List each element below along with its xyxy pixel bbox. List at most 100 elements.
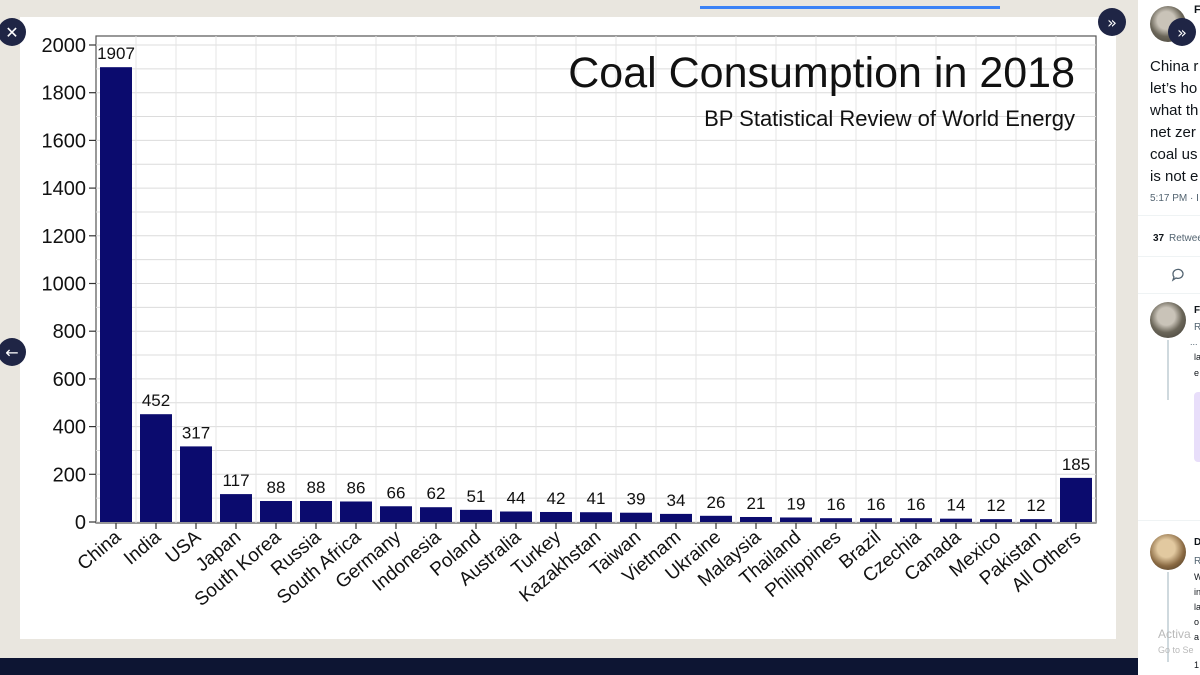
- data-label: 1907: [97, 44, 135, 63]
- y-tick-label: 200: [53, 464, 86, 486]
- bar: [500, 511, 532, 522]
- reply-avatar[interactable]: [1150, 534, 1186, 570]
- bar: [460, 509, 492, 522]
- bar: [260, 501, 292, 522]
- reply-text-line: la: [1194, 352, 1200, 362]
- bar: [100, 67, 132, 523]
- viewer-action-bar: [0, 658, 1138, 675]
- data-label: 317: [182, 423, 210, 442]
- media-card[interactable]: [1194, 392, 1200, 462]
- y-tick-label: 2000: [42, 35, 87, 57]
- bar: [580, 512, 612, 522]
- arrow-left-icon: ←: [5, 342, 19, 362]
- tweet-line: what th: [1150, 102, 1199, 119]
- chart-title: Coal Consumption in 2018: [568, 49, 1075, 97]
- close-icon: ✕: [5, 22, 19, 42]
- y-tick-label: 800: [53, 321, 86, 343]
- reply-text-line: ...: [1190, 337, 1198, 347]
- activation-watermark: Activa: [1158, 627, 1191, 641]
- data-label: 51: [467, 487, 486, 506]
- data-label: 16: [827, 495, 846, 514]
- bar: [900, 518, 932, 522]
- author-name[interactable]: F: [1194, 4, 1200, 16]
- loading-strip: [700, 6, 1000, 9]
- data-label: 42: [547, 489, 566, 508]
- tweet-text: China r let’s ho what th net zer coal us…: [1150, 56, 1198, 188]
- bar: [940, 518, 972, 522]
- bar: [860, 518, 892, 522]
- divider: [1138, 256, 1200, 257]
- close-button[interactable]: ✕: [0, 18, 26, 46]
- data-label: 39: [627, 490, 646, 509]
- bar-layer: [100, 67, 1092, 523]
- y-tick-layer: 0 200 400 600 800 1000 1200 1400 1600 1800 2000: [42, 35, 96, 534]
- data-label-layer: 1907 452 317 117 88 88 86 66 62 51 44 42 41 39 34 26 21 1…: [97, 44, 1090, 515]
- tweet-timestamp[interactable]: 5:17 PM · I: [1150, 193, 1199, 204]
- thread-line: [1167, 572, 1169, 662]
- reply-avatar[interactable]: [1150, 302, 1186, 338]
- y-tick-label: 1000: [42, 274, 87, 296]
- y-tick-label: 0: [75, 512, 86, 534]
- bar: [1060, 477, 1092, 522]
- bar: [420, 507, 452, 522]
- data-label: 452: [142, 391, 170, 410]
- bar: [180, 446, 212, 522]
- bar: [380, 506, 412, 522]
- data-label: 16: [907, 495, 926, 514]
- activation-watermark-sub: Go to Se: [1158, 645, 1194, 655]
- reply-text-line: o: [1194, 617, 1200, 627]
- bar: [340, 501, 372, 522]
- data-label: 66: [387, 483, 406, 502]
- data-label: 19: [787, 494, 806, 513]
- bar: [980, 519, 1012, 522]
- y-tick-label: 1600: [42, 130, 87, 152]
- reply-text-line: W: [1194, 572, 1200, 582]
- reply-text-line: a: [1194, 632, 1200, 642]
- reply-text-line: la: [1194, 602, 1200, 612]
- bar: [620, 512, 652, 522]
- reply-text-line: e: [1194, 368, 1200, 378]
- tweet-line: is not e: [1150, 168, 1199, 185]
- data-label: 12: [1027, 496, 1046, 515]
- expand-sidebar-button[interactable]: »: [1098, 8, 1126, 36]
- data-label: 88: [307, 478, 326, 497]
- tweet-line: net zer: [1150, 124, 1196, 141]
- y-tick-label: 1200: [42, 226, 87, 248]
- chart-subtitle: BP Statistical Review of World Energy: [704, 106, 1075, 131]
- data-label: 21: [747, 494, 766, 513]
- data-label: 62: [427, 484, 446, 503]
- previous-button[interactable]: ←: [0, 338, 26, 366]
- data-label: 185: [1062, 455, 1090, 474]
- tweet-line: China r: [1150, 58, 1199, 75]
- y-tick-label: 400: [53, 417, 86, 439]
- reply-text-line: in: [1194, 587, 1200, 597]
- reply-text-line: 1: [1194, 660, 1200, 670]
- bar: [140, 414, 172, 522]
- double-chevron-right-icon: »: [1107, 12, 1117, 32]
- reply-author[interactable]: D: [1194, 537, 1200, 548]
- data-label: 41: [587, 489, 606, 508]
- reply-handle[interactable]: R: [1194, 556, 1200, 567]
- retweet-label[interactable]: Retwee: [1169, 233, 1200, 244]
- reply-handle[interactable]: R: [1194, 322, 1200, 333]
- bar: [300, 501, 332, 522]
- data-label: 88: [267, 478, 286, 497]
- data-label: 117: [222, 471, 249, 490]
- data-label: 34: [667, 491, 686, 510]
- expand-button[interactable]: »: [1168, 18, 1196, 46]
- bar: [740, 516, 772, 522]
- plot-area: [95, 35, 1097, 524]
- data-label: 16: [867, 495, 886, 514]
- divider: [1138, 215, 1200, 216]
- bar: [540, 511, 572, 522]
- bar: [220, 494, 252, 522]
- bar: [660, 513, 692, 522]
- data-label: 26: [707, 493, 726, 512]
- retweet-count[interactable]: 37: [1153, 233, 1165, 244]
- divider: [1138, 520, 1200, 521]
- reply-author[interactable]: F: [1194, 305, 1200, 316]
- reply-icon[interactable]: [1170, 267, 1186, 283]
- bar: [1020, 519, 1052, 522]
- data-label: 44: [507, 489, 526, 508]
